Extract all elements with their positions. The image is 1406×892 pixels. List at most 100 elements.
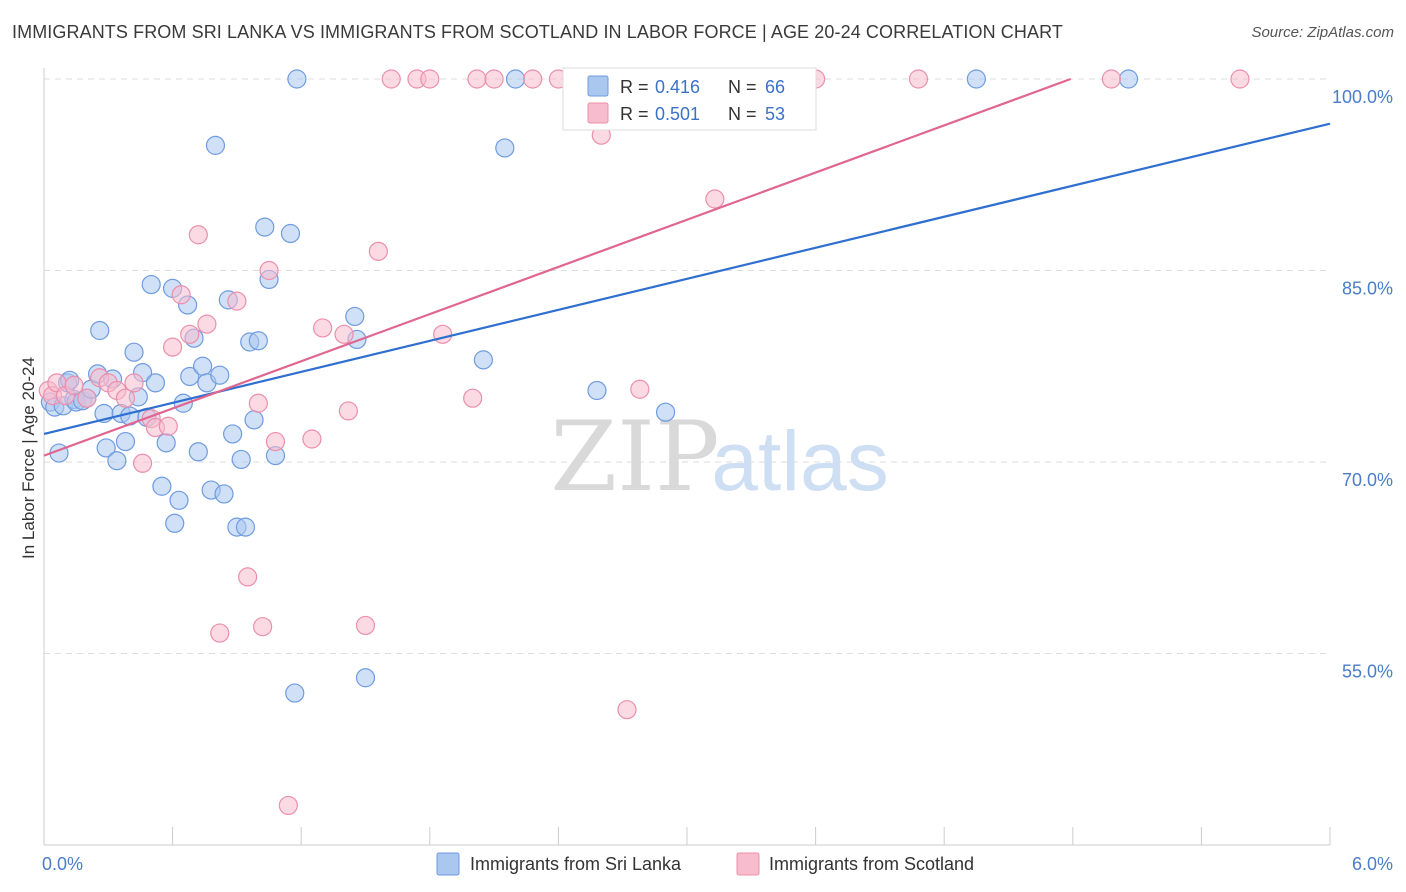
point-scotland [197, 314, 217, 334]
point-sri-lanka [188, 442, 208, 462]
point-scotland [484, 69, 504, 89]
trend-line-scotland [43, 77, 1072, 457]
point-scotland [420, 69, 440, 89]
chart-title: IMMIGRANTS FROM SRI LANKA VS IMMIGRANTS … [12, 22, 1063, 42]
point-scotland [158, 416, 178, 436]
point-sri-lanka [124, 342, 144, 362]
watermark: ZIP atlas [550, 401, 888, 513]
point-scotland [227, 291, 247, 311]
point-scotland [1230, 69, 1250, 89]
point-scotland [64, 375, 84, 395]
point-sri-lanka [248, 331, 268, 351]
point-scotland [188, 225, 208, 245]
legend-swatch-sri-lanka [587, 75, 609, 97]
point-scotland [124, 373, 144, 393]
point-scotland [523, 69, 543, 89]
point-sri-lanka [141, 274, 161, 295]
point-scotland [381, 69, 401, 89]
x-tick-label-right: 6.0% [1352, 854, 1393, 874]
point-sri-lanka [287, 69, 307, 89]
watermark-atlas: atlas [711, 414, 888, 508]
point-scotland [132, 453, 153, 473]
bottom-legend-label-sri-lanka: Immigrants from Sri Lanka [470, 854, 682, 874]
point-sri-lanka [107, 451, 127, 471]
point-sri-lanka [90, 320, 110, 341]
point-sri-lanka [180, 366, 200, 387]
point-sri-lanka [495, 138, 515, 158]
bottom-legend-label-scotland: Immigrants from Scotland [769, 854, 974, 874]
point-scotland [171, 285, 191, 305]
point-sri-lanka [966, 69, 986, 89]
bottom-legend-swatch-sri-lanka [436, 852, 460, 876]
point-sri-lanka [473, 350, 493, 370]
point-sri-lanka [231, 449, 251, 470]
point-scotland [253, 617, 273, 637]
point-sri-lanka [96, 438, 116, 458]
x-tick-label-left: 0.0% [42, 854, 83, 874]
y-axis-label: In Labor Force | Age 20-24 [19, 357, 38, 559]
point-scotland [467, 69, 487, 89]
point-scotland [705, 189, 725, 209]
point-scotland [180, 324, 200, 344]
legend-r-label-scotland: R = [620, 104, 649, 124]
trend-line-sri-lanka [43, 122, 1331, 435]
point-sri-lanka [115, 431, 136, 452]
legend-r-value-scotland: 0.501 [655, 104, 700, 124]
point-scotland [259, 260, 279, 281]
y-tick-label: 100.0% [1332, 87, 1393, 107]
legend-n-value-scotland: 53 [765, 104, 785, 124]
point-sri-lanka [345, 306, 365, 327]
y-tick-label: 55.0% [1342, 662, 1393, 682]
point-sri-lanka [1118, 69, 1139, 89]
bottom-legend-swatch-scotland [736, 852, 760, 876]
point-sri-lanka [255, 217, 275, 237]
point-scotland [463, 388, 483, 408]
point-scotland [163, 337, 183, 357]
point-scotland [630, 379, 650, 399]
y-tick-label: 85.0% [1342, 279, 1393, 299]
point-sri-lanka [193, 356, 213, 376]
point-sri-lanka [235, 517, 256, 537]
gridlines [44, 78, 1330, 654]
point-scotland [355, 615, 376, 636]
legend-r-label-sri-lanka: R = [620, 77, 649, 97]
point-sri-lanka [169, 490, 189, 510]
point-sri-lanka [156, 433, 176, 453]
legend: R = 0.416 N = 66 R = 0.501 N = 53 [562, 67, 817, 131]
point-sri-lanka [145, 373, 166, 393]
point-scotland [265, 431, 286, 452]
series-scotland-points [38, 69, 1250, 816]
trend-lines [43, 77, 1331, 457]
point-scotland [278, 795, 298, 816]
point-scotland [368, 241, 388, 261]
point-sri-lanka [355, 668, 376, 688]
point-scotland [433, 324, 453, 344]
point-sri-lanka [205, 135, 226, 155]
bottom-legend: Immigrants from Sri Lanka Immigrants fro… [436, 852, 974, 876]
point-sri-lanka [210, 365, 230, 385]
point-sri-lanka [244, 410, 264, 430]
point-scotland [210, 623, 230, 643]
axes [43, 68, 1331, 846]
point-sri-lanka [655, 402, 676, 422]
point-scotland [248, 393, 268, 413]
legend-n-label-sri-lanka: N = [728, 77, 757, 97]
series-sri-lanka-points [40, 69, 1139, 703]
point-sri-lanka [152, 476, 172, 496]
point-scotland [238, 567, 258, 587]
point-sri-lanka [280, 223, 301, 244]
legend-n-label-scotland: N = [728, 104, 757, 124]
y-tick-labels: 100.0% 85.0% 70.0% 55.0% [1332, 87, 1393, 682]
point-scotland [908, 69, 929, 89]
legend-r-value-sri-lanka: 0.416 [655, 77, 700, 97]
point-sri-lanka [223, 424, 243, 444]
legend-n-value-sri-lanka: 66 [765, 77, 785, 97]
point-scotland [617, 700, 637, 720]
point-scotland [313, 318, 333, 338]
point-scotland [115, 388, 136, 408]
point-scotland [77, 388, 97, 408]
point-sri-lanka [214, 484, 234, 504]
point-sri-lanka [285, 683, 305, 703]
point-sri-lanka [587, 380, 607, 401]
